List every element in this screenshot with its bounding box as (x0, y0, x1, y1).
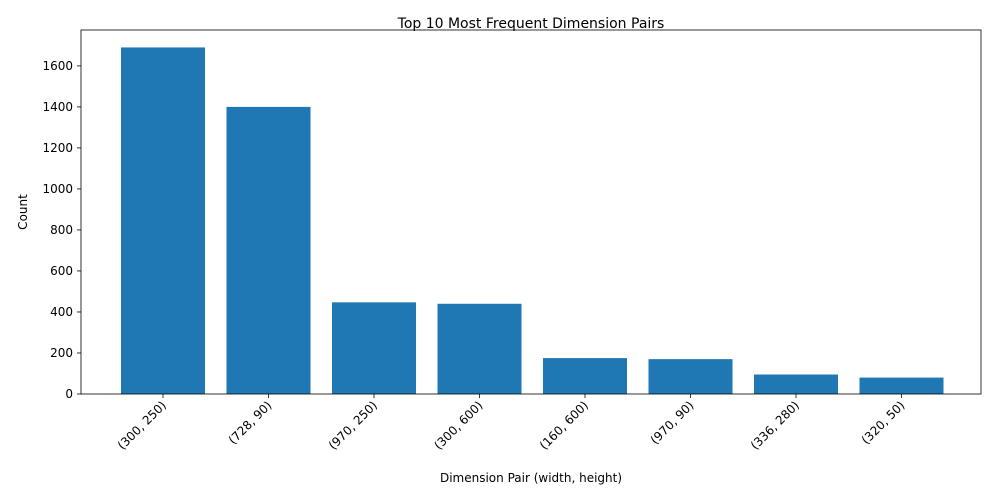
y-tick-label: 1600 (42, 59, 73, 73)
bars-group (121, 47, 944, 395)
bar (648, 359, 733, 394)
y-tick-label: 1400 (42, 100, 73, 114)
y-axis-ticks: 0 200 400 600 800 1000 1200 1400 1600 (42, 59, 81, 401)
bar (226, 106, 311, 395)
y-tick-label: 200 (50, 346, 73, 360)
y-tick-label: 600 (50, 264, 73, 278)
y-tick-label: 1000 (42, 182, 73, 196)
bar (437, 303, 522, 394)
y-axis-label: Count (16, 194, 30, 230)
bar (754, 374, 838, 394)
bar (121, 47, 205, 395)
plot-frame (80, 29, 982, 395)
y-tick-label: 0 (65, 387, 73, 401)
x-axis-label: Dimension Pair (width, height) (440, 471, 622, 485)
bar (332, 302, 416, 394)
y-tick-label: 400 (50, 305, 73, 319)
bar (543, 358, 627, 394)
chart-title: Top 10 Most Frequent Dimension Pairs (397, 16, 665, 32)
bar (859, 377, 944, 394)
y-tick-label: 1200 (42, 141, 73, 155)
y-tick-label: 800 (50, 223, 73, 237)
